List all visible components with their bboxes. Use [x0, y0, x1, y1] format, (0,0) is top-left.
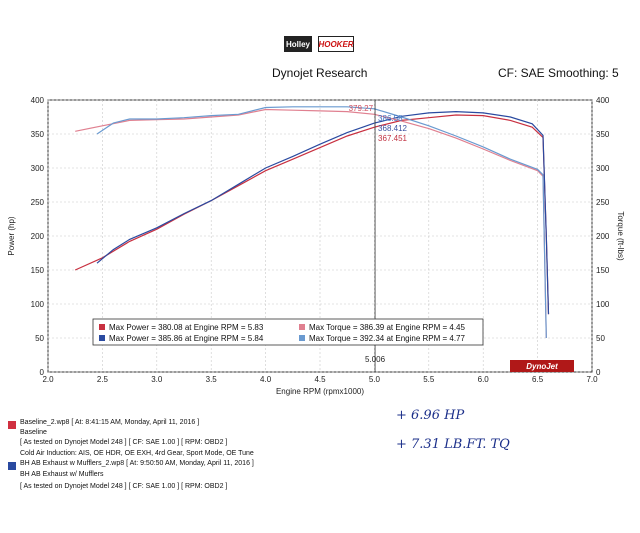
- legend-swatch: [299, 324, 305, 330]
- dynojet-watermark: DynoJet: [526, 362, 558, 371]
- y-tick-label-left: 50: [35, 334, 44, 343]
- x-axis-label: Engine RPM (rpmx1000): [276, 387, 364, 396]
- y-tick-label-right: 300: [596, 164, 610, 173]
- x-tick-label: 5.0: [369, 375, 381, 384]
- cursor-value-label: 367.451: [378, 134, 407, 143]
- y-tick-label-right: 150: [596, 266, 610, 275]
- footer-run1-tested: [ As tested on Dynojet Model 248 ] [ CF:…: [20, 439, 228, 446]
- x-tick-label: 7.0: [586, 375, 598, 384]
- y-tick-label-left: 350: [31, 130, 45, 139]
- y-axis-label-right: Torque (ft-lbs): [616, 211, 625, 261]
- y-tick-label-left: 100: [31, 300, 45, 309]
- y-axis-label-left: Power (hp): [7, 216, 16, 255]
- y-tick-label-left: 0: [40, 368, 45, 377]
- y-tick-label-right: 100: [596, 300, 610, 309]
- legend-swatch: [99, 335, 105, 341]
- footer-run2-file: BH AB Exhaust w Mufflers_2.wp8 [ At: 9:5…: [20, 460, 254, 467]
- y-tick-label-right: 0: [596, 368, 601, 377]
- handwritten-hp-note: + 6.96 HP: [396, 408, 465, 423]
- footer-run1-name: Baseline: [20, 429, 47, 436]
- legend-entry: Max Torque = 392.34 at Engine RPM = 4.77: [309, 334, 466, 343]
- x-tick-label: 4.5: [314, 375, 326, 384]
- y-tick-label-left: 200: [31, 232, 45, 241]
- dynojet-watermark-box: [510, 360, 574, 372]
- cursor-value-label: 368.412: [378, 124, 407, 133]
- x-tick-label: 4.0: [260, 375, 272, 384]
- footer-run1-file: Baseline_2.wp8 [ At: 8:41:15 AM, Monday,…: [20, 419, 200, 426]
- handwritten-tq-note: + 7.31 LB.FT. TQ: [396, 437, 510, 452]
- x-tick-label: 2.0: [42, 375, 54, 384]
- series-line-torque-3: [96, 106, 547, 339]
- x-tick-label: 6.0: [478, 375, 490, 384]
- chart-title: Dynojet Research: [272, 66, 368, 80]
- hooker-logo: HOOKER: [318, 36, 354, 52]
- series-line-power-0: [74, 114, 550, 315]
- legend-box: [92, 318, 484, 346]
- y-tick-label-left: 250: [31, 198, 45, 207]
- y-tick-label-right: 200: [596, 232, 610, 241]
- baseline-swatch: [8, 421, 16, 429]
- legend-entry: Max Power = 380.08 at Engine RPM = 5.83: [109, 323, 264, 332]
- x-tick-label: 3.5: [206, 375, 218, 384]
- y-tick-label-right: 50: [596, 334, 605, 343]
- smoothing-label: CF: SAE Smoothing: 5: [498, 66, 619, 80]
- x-tick-label: 6.5: [532, 375, 544, 384]
- footer-run1-config: Cold Air Induction: AIS, OE HDR, OE EXH,…: [20, 450, 254, 457]
- legend-entry: Max Power = 385.86 at Engine RPM = 5.84: [109, 334, 264, 343]
- footer-run2-tested: [ As tested on Dynojet Model 248 ] [ CF:…: [20, 483, 228, 490]
- y-tick-label-left: 400: [31, 96, 45, 105]
- x-tick-label: 2.5: [97, 375, 109, 384]
- cursor-value-label: 379.27: [349, 104, 374, 113]
- series-line-power-1: [96, 110, 550, 315]
- y-tick-label-right: 400: [596, 96, 610, 105]
- x-tick-label: 3.0: [151, 375, 163, 384]
- x-tick-label: 5.5: [423, 375, 435, 384]
- legend-swatch: [99, 324, 105, 330]
- exhaust-swatch: [8, 462, 16, 470]
- y-tick-label-right: 250: [596, 198, 610, 207]
- y-tick-label-left: 150: [31, 266, 45, 275]
- series-line-torque-2: [75, 108, 547, 339]
- cursor-rpm-label: 5.006: [365, 355, 386, 364]
- y-tick-label-left: 300: [31, 164, 45, 173]
- footer-run2-name: BH AB Exhaust w/ Mufflers: [20, 471, 104, 478]
- holley-logo: Holley: [284, 36, 312, 52]
- y-tick-label-right: 350: [596, 130, 610, 139]
- legend-entry: Max Torque = 386.39 at Engine RPM = 4.45: [309, 323, 466, 332]
- legend-swatch: [299, 335, 305, 341]
- cursor-value-label: 386.58: [378, 114, 403, 123]
